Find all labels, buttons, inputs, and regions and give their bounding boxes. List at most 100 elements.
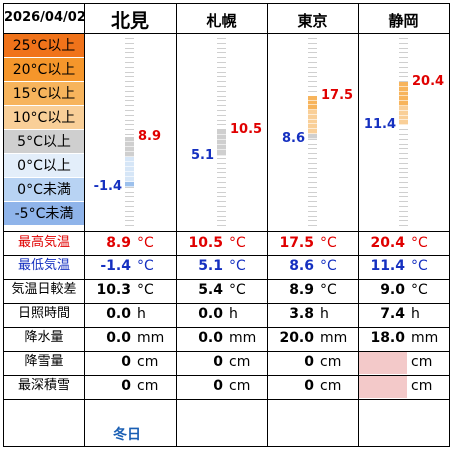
snow-depth-value: 0 — [121, 378, 131, 394]
scale-tick — [125, 57, 134, 59]
scale-tick — [217, 90, 226, 92]
station-name-tokyo: 東京 — [297, 12, 328, 30]
min-temp-label: 5.1 — [190, 147, 214, 163]
bar-segment — [308, 133, 317, 139]
scale-tick — [125, 210, 134, 212]
sunshine-unit: h — [320, 306, 329, 322]
snowfall-unit: cm — [229, 354, 251, 370]
legend-item: 15°C以上 — [4, 82, 84, 106]
scale-tick — [217, 52, 226, 54]
precipitation-value: 20.0 — [279, 330, 314, 346]
precipitation-value: 18.0 — [370, 330, 405, 346]
bar-segment — [308, 114, 317, 120]
snow-depth-unit: cm — [229, 378, 251, 394]
sunshine-value: 7.4 — [380, 306, 405, 322]
bar-segment — [125, 142, 134, 148]
temperature-range-bar — [308, 96, 317, 139]
scale-tick — [125, 215, 134, 217]
scale-tick — [399, 42, 408, 44]
temperature-scale — [399, 34, 408, 228]
snow-depth-missing — [359, 376, 407, 398]
scale-tick — [217, 162, 226, 164]
sunshine-value: 0.0 — [198, 306, 223, 322]
diurnal-range-value: 10.3 — [96, 282, 131, 298]
scale-tick — [125, 129, 134, 131]
min-temp-value: 8.6 — [289, 258, 314, 274]
date-label: 2026/04/02 — [4, 10, 86, 25]
scale-tick — [217, 38, 226, 39]
scale-tick — [125, 191, 134, 193]
scale-tick — [308, 177, 317, 179]
bar-segment — [308, 124, 317, 130]
scale-tick — [308, 167, 317, 169]
bar-segment — [125, 181, 134, 187]
scale-tick — [217, 86, 226, 87]
scale-tick — [125, 62, 134, 63]
row-label-precipitation: 降水量 — [24, 330, 64, 345]
scale-tick — [308, 138, 317, 140]
grid-col-line — [358, 3, 359, 447]
temperature-range-bar — [399, 82, 408, 126]
scale-tick — [125, 186, 134, 188]
scale-tick — [399, 66, 408, 68]
max-temp-value: 20.4 — [370, 235, 405, 251]
scale-tick — [399, 220, 408, 222]
scale-tick — [125, 42, 134, 44]
scale-tick — [125, 90, 134, 92]
scale-tick — [399, 225, 408, 227]
bar-segment — [125, 147, 134, 153]
grid-row-line — [3, 33, 450, 34]
min-temp-label: 11.4 — [363, 117, 396, 133]
scale-tick — [125, 134, 134, 135]
scale-tick — [308, 86, 317, 87]
scale-tick — [399, 143, 408, 145]
scale-tick — [308, 182, 317, 183]
bar-segment — [399, 106, 408, 111]
scale-tick — [308, 201, 317, 203]
legend-item: 25°C以上 — [4, 34, 84, 58]
scale-tick — [399, 38, 408, 39]
scale-tick — [217, 215, 226, 217]
grid-col-line — [267, 3, 268, 447]
bar-segment — [399, 96, 408, 102]
scale-tick — [308, 81, 317, 83]
scale-tick — [217, 196, 226, 198]
min-temp-value: -1.4 — [100, 258, 131, 274]
snow-depth-unit: cm — [137, 378, 159, 394]
sunshine-value: 0.0 — [106, 306, 131, 322]
scale-tick — [308, 153, 317, 155]
scale-tick — [308, 186, 317, 188]
scale-tick — [399, 182, 408, 183]
scale-tick — [217, 167, 226, 169]
diurnal-range-value: 8.9 — [289, 282, 314, 298]
min-temp-unit: °C — [137, 258, 154, 274]
precipitation-value: 0.0 — [198, 330, 223, 346]
scale-tick — [399, 62, 408, 63]
scale-tick — [399, 47, 408, 49]
scale-tick — [308, 191, 317, 193]
bar-segment — [217, 134, 226, 140]
snowfall-unit: cm — [411, 354, 433, 370]
scale-tick — [125, 225, 134, 227]
scale-tick — [308, 42, 317, 44]
main-station-name: 北見 — [110, 10, 149, 32]
snowfall-value: 0 — [304, 354, 314, 370]
scale-tick — [125, 100, 134, 102]
scale-tick — [308, 76, 317, 78]
scale-tick — [399, 76, 408, 78]
snowfall-missing — [359, 352, 407, 374]
min-temp-unit: °C — [320, 258, 337, 274]
scale-tick — [125, 71, 134, 73]
legend-item: 0°C未満 — [4, 178, 84, 202]
scale-tick — [217, 201, 226, 203]
max-temp-unit: °C — [320, 235, 337, 251]
scale-tick — [125, 196, 134, 198]
scale-tick — [217, 172, 226, 174]
day-category-label: 冬日 — [113, 427, 141, 443]
bar-segment — [308, 105, 317, 111]
scale-tick — [217, 191, 226, 193]
scale-tick — [217, 225, 226, 227]
scale-tick — [217, 158, 226, 159]
scale-tick — [217, 186, 226, 188]
scale-tick — [125, 66, 134, 68]
